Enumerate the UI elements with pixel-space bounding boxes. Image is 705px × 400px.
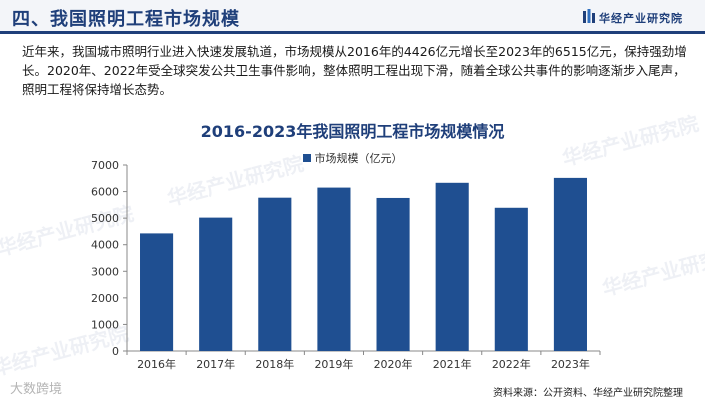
legend-label: 市场规模（亿元） — [314, 152, 403, 165]
bar — [494, 207, 528, 351]
y-tick-label: 4000 — [91, 239, 119, 252]
bar — [376, 197, 410, 351]
x-tick-label: 2022年 — [492, 357, 531, 371]
x-tick-label: 2019年 — [314, 357, 353, 371]
bar — [553, 177, 587, 351]
chart-legend: 市场规模（亿元） — [0, 150, 705, 166]
brand-name: 华经产业研究院 — [599, 12, 683, 25]
legend-swatch — [302, 154, 311, 162]
header-underline — [0, 31, 705, 34]
x-tick-label: 2016年 — [137, 357, 176, 371]
y-tick-label: 7000 — [91, 159, 119, 172]
y-tick-label: 3000 — [91, 265, 119, 278]
brand-logo-icon — [583, 9, 595, 23]
y-tick-label: 5000 — [91, 212, 119, 225]
y-tick-label: 2000 — [91, 292, 119, 305]
intro-paragraph: 近年来，我国城市照明行业进入快速发展轨道，市场规模从2016年的4426亿元增长… — [22, 44, 687, 97]
bar — [317, 187, 351, 351]
bar — [258, 197, 292, 351]
source-note: 资料来源：公开资料、华经产业研究院整理 — [493, 388, 683, 399]
chart-title: 2016-2023年我国照明工程市场规模情况 — [200, 122, 505, 141]
bar — [199, 217, 233, 351]
y-tick-label: 0 — [112, 345, 119, 358]
bar — [435, 182, 469, 351]
corner-watermark: 大数跨境 — [10, 382, 63, 397]
x-tick-label: 2020年 — [374, 357, 413, 371]
bar — [140, 233, 174, 351]
y-tick-label: 1000 — [91, 318, 119, 331]
section-title: 四、我国照明工程市场规模 — [12, 9, 240, 30]
x-tick-label: 2021年 — [433, 357, 472, 371]
x-tick-label: 2023年 — [551, 357, 590, 371]
x-tick-label: 2018年 — [255, 357, 294, 371]
x-tick-label: 2017年 — [196, 357, 235, 371]
y-tick-label: 6000 — [91, 186, 119, 199]
